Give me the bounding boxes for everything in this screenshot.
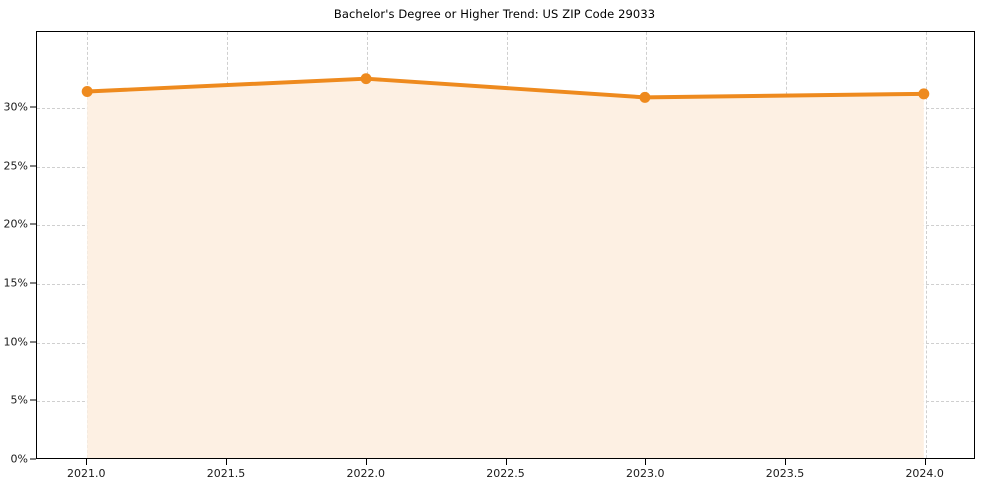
x-axis-tick-label: 2023.0 <box>625 467 665 480</box>
x-axis-tick-label: 2022.0 <box>346 467 386 480</box>
data-point-marker <box>639 91 651 103</box>
y-axis-tick-mark <box>30 165 36 167</box>
x-axis-tick-label: 2021.0 <box>67 467 106 480</box>
chart-title: Bachelor's Degree or Higher Trend: US ZI… <box>333 7 656 21</box>
y-axis-tick-mark <box>30 399 36 401</box>
series-area-fill <box>87 78 924 458</box>
x-axis-tick-label: 2021.5 <box>206 467 246 480</box>
y-axis-tick-mark <box>30 458 36 460</box>
x-axis-tick-mark <box>226 459 228 465</box>
series-plot <box>81 73 930 458</box>
y-axis-tick-mark <box>30 282 36 284</box>
gridline-vertical <box>925 32 927 458</box>
y-axis-tick-label: 20% <box>3 217 28 231</box>
plot-area <box>36 31 975 459</box>
y-axis-tick-mark <box>30 106 36 108</box>
data-point-marker <box>81 86 93 97</box>
x-axis-tick-label: 2023.5 <box>765 467 805 480</box>
y-axis-tick-labels: 0% 5% 10% 15% 20% 25% 30% <box>0 31 28 466</box>
y-axis-tick-label: 15% <box>3 276 28 290</box>
x-axis-tick-mark <box>86 459 88 465</box>
x-axis-tick-label: 2024.0 <box>905 467 944 480</box>
x-axis-tick-mark <box>784 459 786 465</box>
x-axis-tick-mark <box>924 459 926 465</box>
data-point-marker <box>360 73 372 85</box>
y-axis-tick-mark <box>30 223 36 225</box>
x-axis-tick-mark <box>505 459 507 465</box>
y-axis-tick-label: 30% <box>3 100 28 114</box>
y-axis-tick-mark <box>30 341 36 343</box>
x-axis-tick-mark <box>365 459 367 465</box>
x-axis-tick-mark <box>645 459 647 465</box>
data-point-marker <box>918 88 930 100</box>
y-axis-tick-marks <box>0 31 36 460</box>
x-axis-tick-label: 2022.5 <box>486 467 525 480</box>
y-axis-tick-label: 5% <box>10 393 28 407</box>
y-axis-tick-label: 25% <box>3 159 28 173</box>
y-axis-tick-label: 10% <box>3 335 28 349</box>
y-axis-tick-label: 0% <box>10 452 28 466</box>
x-axis-tick-labels: 2021.0 2021.5 2022.0 2022.5 2023.0 2023.5 2024… <box>36 459 975 490</box>
series-line <box>85 76 926 100</box>
